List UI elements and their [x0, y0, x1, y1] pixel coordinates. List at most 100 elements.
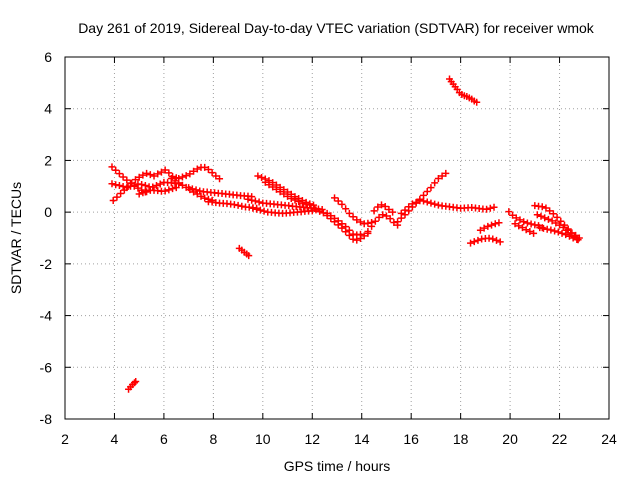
data-point [119, 173, 127, 181]
data-point [295, 198, 303, 206]
data-point [551, 227, 559, 235]
data-point [109, 197, 117, 205]
data-point [165, 186, 173, 194]
data-point [374, 203, 382, 211]
x-tick-label: 16 [403, 431, 419, 447]
data-point [548, 217, 556, 225]
data-point [536, 224, 544, 232]
data-point [397, 209, 405, 217]
data-point [139, 189, 147, 197]
data-point [549, 210, 557, 218]
data-point [345, 209, 353, 217]
data-point [526, 228, 534, 236]
data-point [565, 232, 573, 240]
data-point [389, 208, 397, 216]
data-point [538, 203, 546, 211]
data-point [530, 229, 538, 237]
data-point [308, 207, 316, 215]
x-tick-label: 20 [502, 431, 518, 447]
data-point [546, 207, 554, 215]
x-tick-label: 4 [111, 431, 119, 447]
data-point [258, 173, 266, 181]
data-point [564, 225, 572, 233]
data-point [171, 177, 179, 185]
data-point [130, 379, 138, 387]
data-point [381, 202, 389, 210]
data-point [539, 224, 547, 232]
data-point [123, 184, 131, 192]
data-point [331, 214, 339, 222]
data-point [291, 196, 299, 204]
data-point [188, 185, 196, 193]
data-point [115, 182, 123, 190]
y-axis-label: SDTVAR / TECUs [8, 182, 24, 294]
data-point [476, 226, 484, 234]
data-point [249, 204, 257, 212]
chart-title: Day 261 of 2019, Sidereal Day-to-day VTE… [78, 20, 595, 36]
data-point [523, 219, 531, 227]
data-point [248, 196, 256, 204]
data-point [345, 226, 353, 234]
data-point [298, 199, 306, 207]
data-point [516, 216, 524, 224]
data-point [408, 200, 416, 208]
data-point [492, 236, 500, 244]
data-point [245, 252, 253, 260]
data-point [269, 183, 277, 191]
x-tick-label: 6 [160, 431, 168, 447]
x-tick-label: 2 [61, 431, 69, 447]
data-point [349, 213, 357, 221]
data-point [117, 190, 125, 198]
data-point [531, 221, 539, 229]
data-point [331, 194, 339, 202]
data-point [178, 173, 186, 181]
data-point [541, 214, 549, 222]
data-point [573, 236, 581, 244]
data-point [480, 224, 488, 232]
data-point [356, 230, 364, 238]
data-point [201, 194, 209, 202]
data-point [172, 184, 180, 192]
data-point [185, 184, 193, 192]
data-point [496, 238, 504, 246]
data-point [394, 218, 402, 226]
data-point [201, 163, 209, 171]
data-point [190, 167, 198, 175]
data-point [112, 166, 120, 174]
data-point [473, 98, 481, 106]
y-tick-label: -4 [40, 308, 53, 324]
y-tick-labels: -8 -6 -4 -2 0 2 4 6 [40, 49, 53, 427]
data-point [113, 193, 121, 201]
data-point [327, 212, 335, 220]
data-point [562, 231, 570, 239]
data-point [527, 220, 535, 228]
data-point [186, 170, 194, 178]
data-point [123, 176, 131, 184]
data-point [490, 203, 498, 211]
y-tick-label: -2 [40, 256, 53, 272]
data-point [370, 207, 378, 215]
data-point [156, 180, 164, 188]
data-point [353, 216, 361, 224]
data-point [385, 206, 393, 214]
data-point [287, 194, 295, 202]
x-tick-label: 14 [354, 431, 370, 447]
data-point [515, 222, 523, 230]
data-point [483, 205, 491, 213]
data-point [342, 205, 350, 213]
data-point [312, 206, 320, 214]
data-point [491, 220, 499, 228]
data-point [559, 223, 567, 231]
data-point [405, 203, 413, 211]
data-point [152, 182, 160, 190]
data-point [431, 200, 439, 208]
plot-border [64, 56, 610, 420]
data-point [547, 226, 555, 234]
data-point [520, 218, 528, 226]
data-point [175, 179, 183, 187]
data-point [161, 187, 169, 195]
data-point [518, 224, 526, 232]
data-point [474, 236, 482, 244]
y-tick-label: 4 [44, 101, 52, 117]
